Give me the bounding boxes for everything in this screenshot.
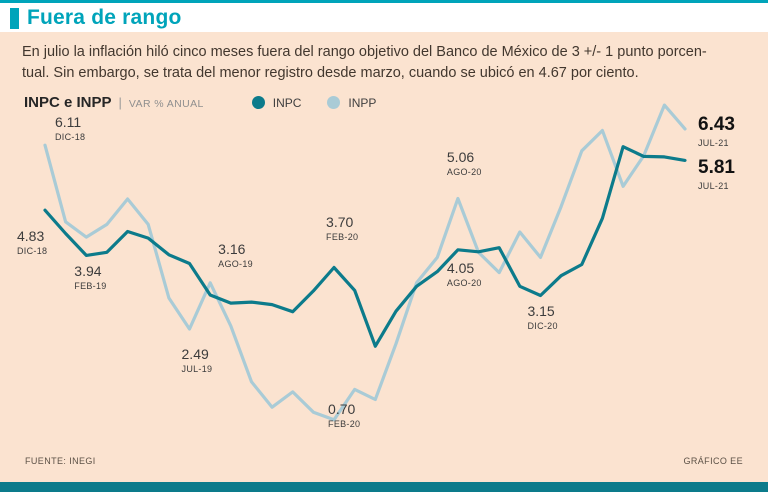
chart-legend: INPC INPP: [251, 95, 376, 110]
legend-item-inpp: INPP: [327, 96, 376, 110]
chart-title-separator: |: [118, 95, 122, 110]
source-label: FUENTE: INEGI: [25, 456, 96, 466]
chart-unit-label: VAR % ANUAL: [128, 97, 204, 110]
intro-line-1: En julio la inflación hiló cinco meses f…: [22, 44, 707, 60]
title-accent-block: [10, 7, 19, 29]
intro-line-2: tual. Sin embargo, se trata del menor re…: [22, 65, 639, 82]
credit-label: GRÁFICO EE: [683, 456, 743, 466]
legend-label-inpp: INPP: [348, 95, 377, 110]
legend-item-inpc: INPC: [251, 95, 302, 110]
legend-label-inpc: INPC: [272, 95, 302, 110]
header: Fuera de rango: [10, 6, 182, 30]
chart-title: INPC e INPP: [24, 94, 112, 111]
page-title: Fuera de rango: [27, 6, 182, 29]
inpc-legend-dot-icon: [251, 96, 265, 109]
inpp-legend-dot-icon: [327, 96, 341, 109]
top-accent-rule: [0, 0, 768, 3]
chart-header: INPC e INPP | VAR % ANUAL INPC INPP: [24, 94, 376, 111]
intro-paragraph: En julio la inflación hiló cinco meses f…: [22, 42, 764, 84]
bottom-accent-bar: [0, 482, 768, 492]
footer: FUENTE: INEGI GRÁFICO EE: [25, 456, 743, 466]
